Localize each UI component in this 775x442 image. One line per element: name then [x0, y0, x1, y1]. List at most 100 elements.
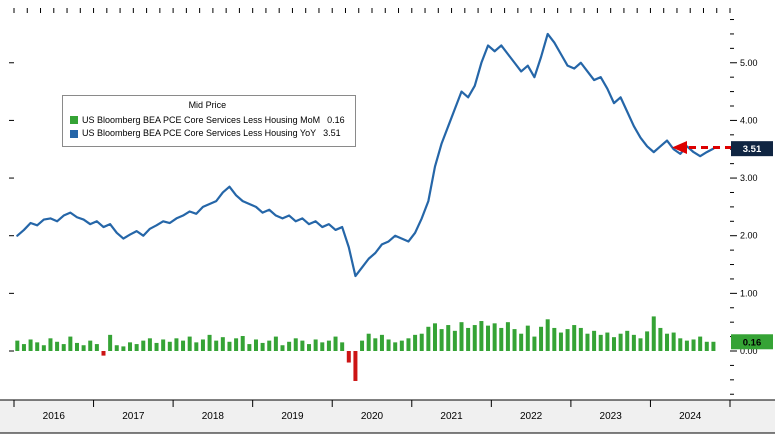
mom-bar: [167, 341, 172, 351]
mom-bar: [114, 345, 119, 351]
x-axis-year-label: 2023: [600, 411, 623, 422]
mom-bar: [366, 333, 371, 351]
mom-bar: [665, 333, 670, 351]
mom-bar: [300, 340, 305, 351]
y-axis-tick-label: 1.00: [740, 288, 758, 298]
mom-bar: [452, 330, 457, 351]
x-axis-year-label: 2019: [281, 411, 304, 422]
mom-bar: [552, 327, 557, 351]
mom-bar: [61, 344, 66, 351]
mom-bar: [611, 337, 616, 351]
x-axis-year-label: 2021: [440, 411, 463, 422]
axis-badge-text: 0.16: [743, 337, 762, 348]
mom-bar: [287, 341, 292, 351]
mom-bar: [181, 340, 186, 351]
mom-bar: [459, 322, 464, 351]
mom-bar: [15, 340, 20, 351]
mom-bar: [326, 340, 331, 351]
mom-bar: [320, 342, 325, 351]
mom-bar: [432, 323, 437, 351]
mom-bar: [253, 339, 258, 351]
mom-bar: [313, 339, 318, 351]
mom-bar: [592, 330, 597, 351]
mom-bar: [220, 337, 225, 351]
mom-bar: [21, 344, 26, 351]
mom-bar: [94, 344, 99, 351]
mom-bar: [234, 338, 239, 351]
mom-bar: [333, 336, 338, 351]
yoy-line: [16, 32, 715, 278]
x-axis-year-label: 2016: [43, 411, 66, 422]
x-axis-band: [0, 400, 775, 433]
mom-bar: [128, 342, 133, 351]
mom-bar: [479, 321, 484, 351]
mom-bar: [512, 329, 517, 351]
x-axis-year-label: 2024: [679, 411, 702, 422]
mom-bar: [108, 334, 113, 351]
axis-badge: [731, 334, 773, 350]
mom-bar: [645, 331, 650, 351]
y-axis-tick-label: 4.00: [740, 115, 758, 125]
axis-badge-text: 3.51: [743, 144, 762, 155]
mom-bar: [48, 338, 53, 351]
mom-bar: [505, 322, 510, 351]
mom-bar: [684, 340, 689, 351]
mom-bar: [260, 342, 265, 351]
mom-bar: [200, 339, 205, 351]
mom-bar: [174, 338, 179, 351]
mom-bar: [68, 336, 73, 351]
mom-series-swatch: [70, 116, 78, 125]
mom-bar: [486, 325, 491, 351]
mom-bar: [565, 329, 570, 351]
yoy-series-swatch: [70, 129, 78, 138]
mom-bar: [539, 326, 544, 351]
mom-bar: [74, 342, 79, 351]
mom-bar: [499, 327, 504, 351]
x-axis-year-label: 2018: [202, 411, 225, 422]
mom-bar: [519, 333, 524, 351]
mom-bar: [671, 332, 676, 351]
mom-bar: [134, 344, 139, 351]
legend-item-yoy: US Bloomberg BEA PCE Core Services Less …: [70, 127, 345, 141]
annotation-arrow-head: [672, 141, 687, 155]
mom-bar: [293, 338, 298, 351]
mom-bar: [393, 342, 398, 351]
mom-bar: [307, 344, 312, 351]
mom-bar: [472, 325, 477, 351]
mom-bar: [101, 351, 106, 356]
mom-bar: [605, 332, 610, 351]
mom-bar: [360, 340, 365, 351]
mom-bar: [81, 345, 86, 351]
mom-bar: [585, 333, 590, 351]
mom-bar: [466, 327, 471, 351]
mom-bar: [28, 339, 33, 351]
mom-bar: [419, 333, 424, 351]
mom-bar: [187, 336, 192, 351]
mom-bar: [631, 334, 636, 351]
mom-bar: [578, 327, 583, 351]
mom-bar: [346, 351, 351, 363]
mom-bar: [572, 325, 577, 351]
x-axis-year-label: 2017: [122, 411, 145, 422]
mom-bar: [41, 345, 46, 351]
mom-bar: [658, 327, 663, 351]
yoy-series-label: US Bloomberg BEA PCE Core Services Less …: [82, 128, 317, 138]
mom-bar: [598, 334, 603, 351]
mom-bar: [678, 338, 683, 351]
mom-bar: [273, 336, 278, 351]
mom-bar: [154, 342, 159, 351]
mom-bar: [379, 334, 384, 351]
mom-bar: [340, 342, 345, 351]
legend-title: Mid Price: [188, 100, 227, 110]
mom-bar: [35, 342, 40, 351]
x-axis-year-label: 2020: [361, 411, 384, 422]
mom-bar: [525, 325, 530, 351]
mom-bar: [147, 338, 152, 351]
axis-badge: [731, 141, 773, 157]
mom-series-label: US Bloomberg BEA PCE Core Services Less …: [82, 114, 321, 125]
mom-bar: [227, 341, 232, 351]
mom-bar: [532, 336, 537, 351]
mom-bar: [280, 345, 285, 351]
